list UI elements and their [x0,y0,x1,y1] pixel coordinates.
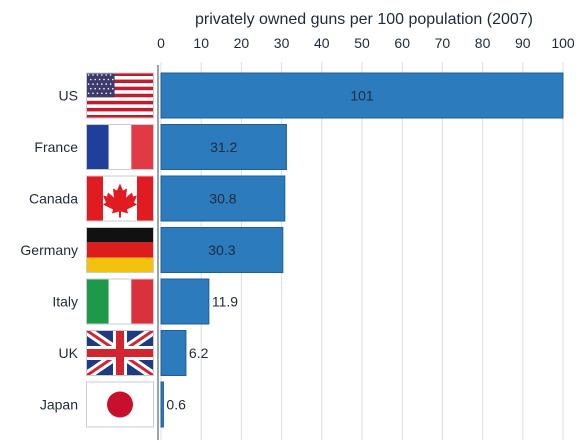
bar-us [160,72,564,119]
bar-france [160,124,287,170]
value-label: 31.2 [210,139,237,155]
x-tick-label: 30 [274,35,290,51]
value-label: 30.8 [209,191,236,207]
bar-germany [160,227,284,273]
canada-flag-icon [86,175,154,222]
category-label: UK [59,345,79,361]
category-label: Japan [40,397,78,413]
category-label: Germany [20,242,78,258]
chart-title: privately owned guns per 100 population … [195,11,533,28]
category-label: Canada [29,191,78,207]
value-label: 11.9 [212,294,238,310]
x-tick-label: 70 [435,35,451,51]
bar-italy [160,278,210,325]
us-flag-icon [86,72,154,119]
x-tick-label: 40 [314,35,330,51]
x-tick-label: 20 [234,35,250,51]
x-tick-label: 50 [354,35,370,51]
category-label: US [59,88,78,104]
bar-uk [160,330,187,376]
value-label: 6.2 [189,345,209,361]
uk-flag-icon [86,330,154,376]
x-tick-label: 0 [157,35,165,51]
category-labels: US France Canada Germany Italy UK Japan [20,88,78,413]
x-tick-label: 90 [515,35,531,51]
value-label: 101 [350,88,374,104]
x-axis-ticks: 0 10 20 30 40 50 60 70 80 90 100 [157,35,575,51]
bar-japan [160,381,164,428]
x-tick-label: 60 [394,35,410,51]
bar-canada [160,175,286,222]
flags [86,72,154,428]
bars [160,72,564,428]
category-label: France [34,139,78,155]
value-labels: 101 31.2 30.8 30.3 11.9 6.2 0.6 [166,88,373,413]
japan-flag-icon [86,381,154,428]
italy-flag-icon [86,278,154,325]
france-flag-icon [86,124,154,170]
value-label: 30.3 [208,242,235,258]
x-tick-label: 100 [551,35,575,51]
category-label: Italy [52,294,78,310]
x-tick-label: 80 [475,35,491,51]
germany-flag-icon [86,227,154,273]
value-label: 0.6 [166,397,186,413]
x-tick-label: 10 [193,35,209,51]
